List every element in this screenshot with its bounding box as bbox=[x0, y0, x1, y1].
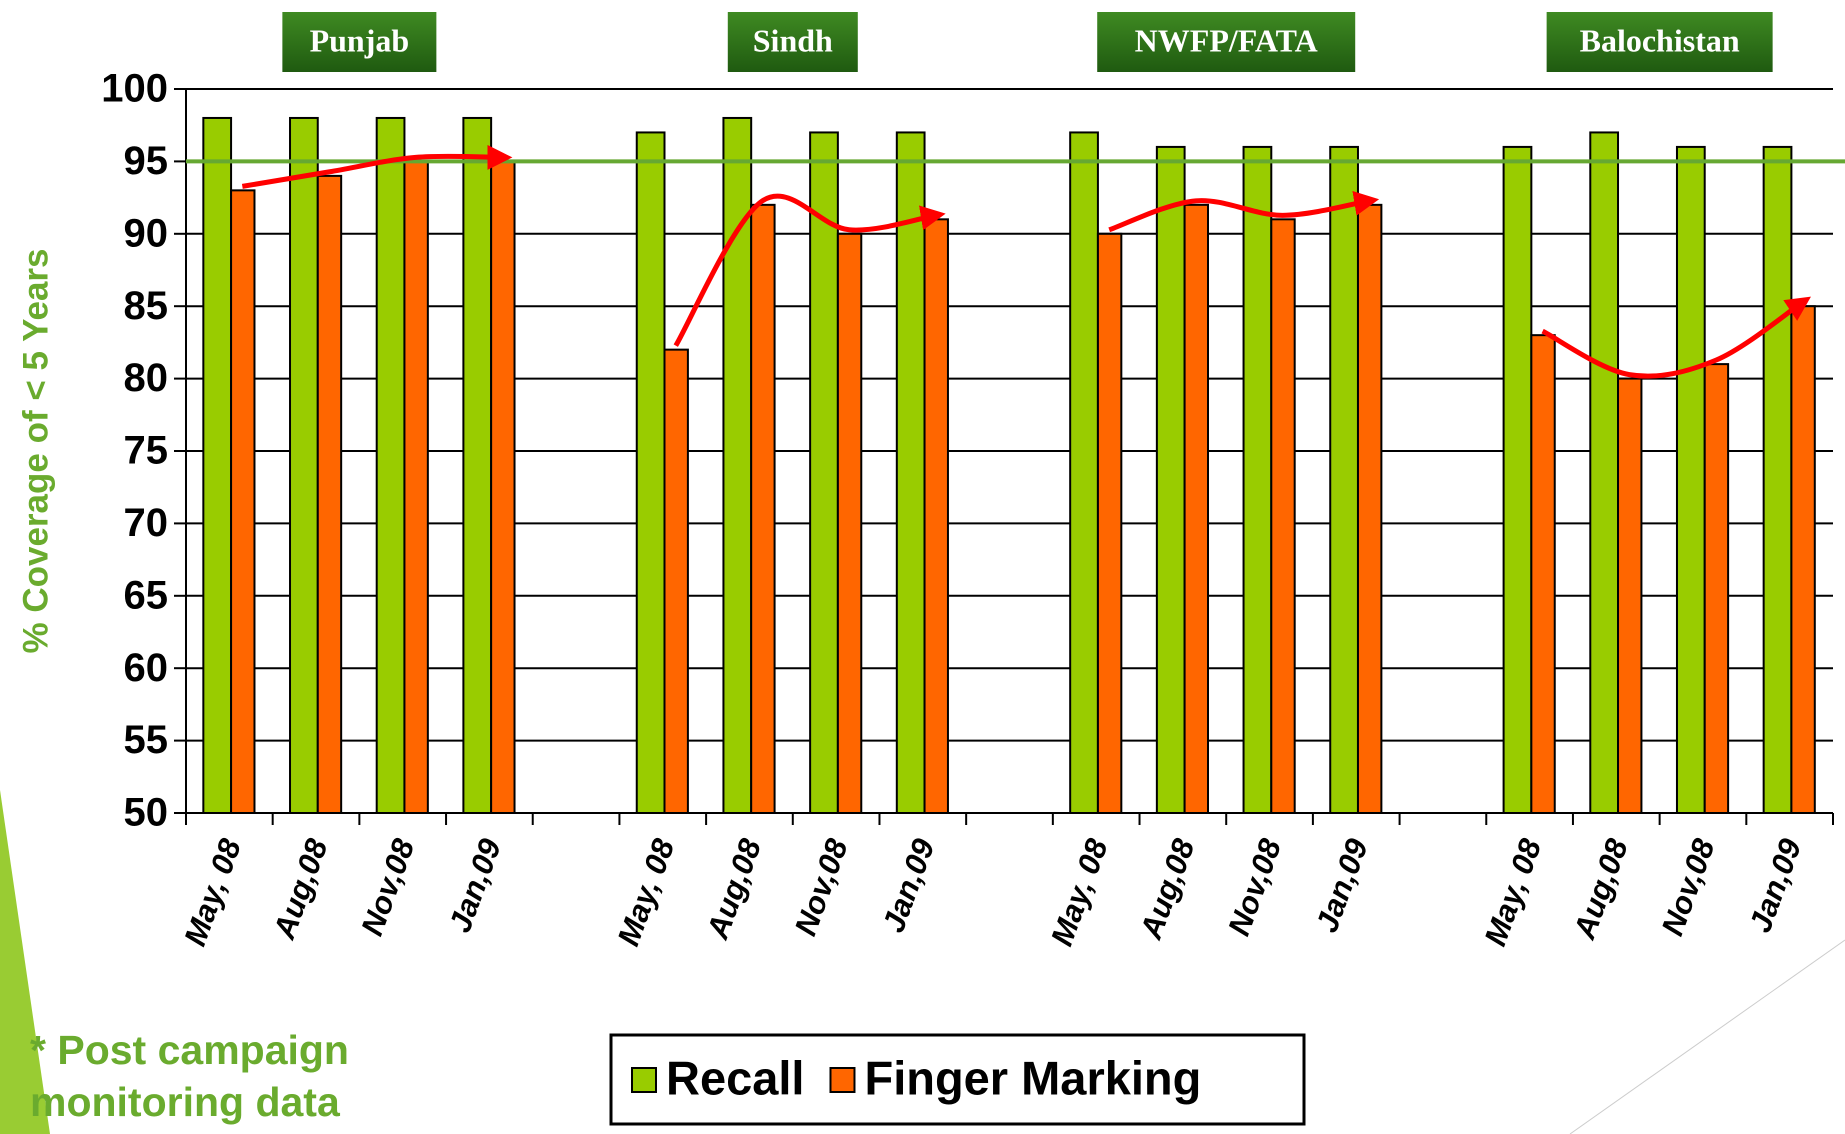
trend-arrow bbox=[1541, 296, 1811, 379]
bar bbox=[375, 116, 406, 814]
bar bbox=[1096, 232, 1123, 815]
x-tick-label: Nov,08 bbox=[1655, 834, 1722, 941]
bar bbox=[1242, 145, 1273, 815]
y-tick-label: 55 bbox=[124, 718, 169, 762]
bar bbox=[1530, 334, 1556, 814]
bar bbox=[1617, 377, 1643, 814]
legend-swatch bbox=[829, 1067, 856, 1093]
x-tick-label: May, 08 bbox=[611, 834, 682, 951]
y-tick-label: 75 bbox=[124, 429, 169, 473]
bar bbox=[836, 232, 863, 815]
bar bbox=[1502, 145, 1533, 815]
bar bbox=[202, 116, 233, 814]
bar bbox=[635, 131, 666, 814]
group-label-box bbox=[282, 12, 437, 72]
y-tick-label: 70 bbox=[124, 501, 169, 545]
y-tick-label: 65 bbox=[124, 573, 169, 617]
legend-label: Recall bbox=[666, 1051, 804, 1104]
x-tick-label: Nov,08 bbox=[354, 834, 421, 941]
bar bbox=[1762, 145, 1793, 815]
x-tick-label: Aug,08 bbox=[699, 834, 768, 945]
bar bbox=[895, 131, 926, 814]
bar bbox=[1790, 305, 1816, 814]
group-label-box bbox=[1097, 12, 1356, 72]
x-tick-label: Aug,08 bbox=[266, 834, 335, 945]
group-label: Balochistan bbox=[1580, 22, 1740, 58]
bar bbox=[1356, 203, 1383, 814]
bar bbox=[462, 116, 493, 814]
trend-arrow bbox=[241, 144, 513, 189]
bar bbox=[490, 160, 516, 814]
y-tick-label: 80 bbox=[124, 356, 169, 400]
bar bbox=[230, 189, 256, 815]
legend-label: Finger Marking bbox=[864, 1051, 1201, 1104]
x-tick-label: Aug,08 bbox=[1566, 834, 1635, 945]
bar bbox=[923, 218, 949, 814]
x-tick-label: Jan,09 bbox=[1309, 834, 1375, 937]
x-tick-label: Aug,08 bbox=[1133, 834, 1202, 945]
group-label-box bbox=[1546, 12, 1773, 72]
group-label: NWFP/FATA bbox=[1135, 22, 1318, 58]
y-tick-label: 100 bbox=[101, 67, 168, 111]
y-axis-label: % Coverage of < 5 Years bbox=[16, 249, 55, 654]
x-tick-label: Nov,08 bbox=[788, 834, 855, 941]
x-tick-label: May, 08 bbox=[1044, 834, 1115, 951]
bar bbox=[750, 203, 776, 814]
group-label: Punjab bbox=[310, 22, 410, 58]
x-tick-label: Nov,08 bbox=[1221, 834, 1288, 941]
group-label: Sindh bbox=[753, 22, 833, 58]
y-tick-label: 85 bbox=[124, 284, 169, 328]
trend-arrow bbox=[1108, 190, 1380, 233]
bar bbox=[1270, 218, 1296, 814]
bar bbox=[1675, 145, 1706, 815]
bar bbox=[1329, 145, 1359, 815]
decor-stripe bbox=[0, 790, 50, 1134]
bar bbox=[1183, 203, 1210, 814]
bar bbox=[403, 160, 429, 814]
bar bbox=[663, 348, 689, 814]
bar bbox=[289, 116, 319, 814]
legend-box bbox=[609, 1033, 1306, 1126]
bar bbox=[316, 174, 343, 814]
y-tick-label: 95 bbox=[124, 139, 169, 183]
bar bbox=[809, 131, 839, 814]
y-tick-label: 50 bbox=[124, 791, 169, 835]
group-label-box bbox=[727, 12, 858, 72]
y-tick-label: 60 bbox=[124, 646, 169, 690]
x-tick-label: May, 08 bbox=[1477, 834, 1548, 951]
decor-line bbox=[1569, 939, 1845, 1134]
footnote-box: * Post campaign monitoring data bbox=[30, 1027, 349, 1125]
legend-swatch bbox=[631, 1067, 657, 1093]
y-tick-label: 90 bbox=[124, 211, 169, 255]
x-tick-label: Jan,09 bbox=[442, 834, 508, 937]
bar bbox=[1703, 363, 1730, 814]
trend-arrow bbox=[673, 193, 946, 347]
x-tick-label: May, 08 bbox=[177, 834, 248, 951]
bar bbox=[1069, 131, 1099, 814]
bar bbox=[1589, 131, 1620, 814]
footnote: * Post campaign monitoring data bbox=[30, 1027, 349, 1125]
x-tick-label: Jan,09 bbox=[1742, 834, 1808, 937]
bar bbox=[722, 116, 753, 814]
x-tick-label: Jan,09 bbox=[876, 834, 942, 937]
bar bbox=[1155, 145, 1186, 815]
